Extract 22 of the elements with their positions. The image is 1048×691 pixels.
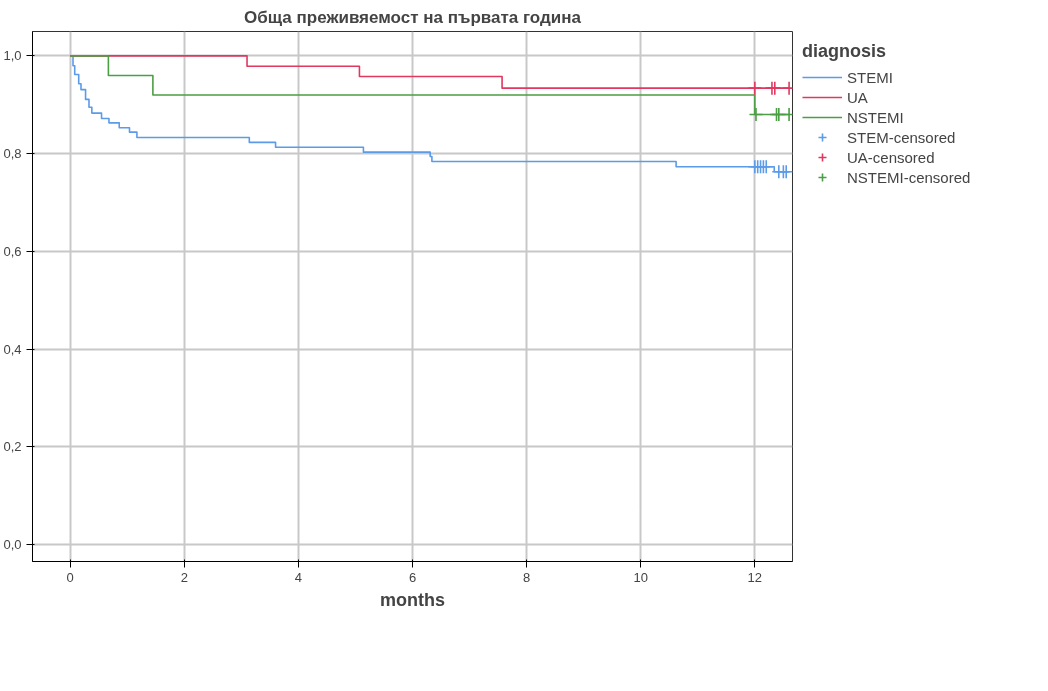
legend-label: STEM-censored	[847, 128, 956, 146]
x-axis-title: months	[380, 589, 445, 610]
legend-label: STEMI	[847, 68, 893, 86]
y-tick-label: 0,6	[3, 243, 22, 259]
legend-label: UA-censored	[847, 148, 935, 166]
y-tick-label: 0,4	[3, 341, 22, 357]
x-tick-label: 10	[633, 569, 648, 585]
x-tick-label: 8	[523, 569, 531, 585]
legend-label: UA	[847, 88, 868, 106]
x-tick-label: 12	[747, 569, 763, 585]
x-tick-label: 4	[294, 569, 303, 585]
chart-title: Обща преживяемост на първата година	[244, 7, 582, 27]
y-tick-label: 1,0	[3, 48, 22, 64]
x-tick-label: 0	[66, 569, 74, 585]
y-tick-label: 0,0	[3, 536, 22, 552]
legend-label: NSTEMI-censored	[847, 168, 971, 186]
x-tick-label: 2	[180, 569, 188, 585]
legend-label: NSTEMI	[847, 108, 904, 126]
legend-title: diagnosis	[802, 41, 887, 62]
x-tick-label: 6	[408, 569, 417, 585]
y-tick-label: 0,2	[3, 439, 22, 455]
y-tick-label: 0,8	[3, 146, 22, 162]
